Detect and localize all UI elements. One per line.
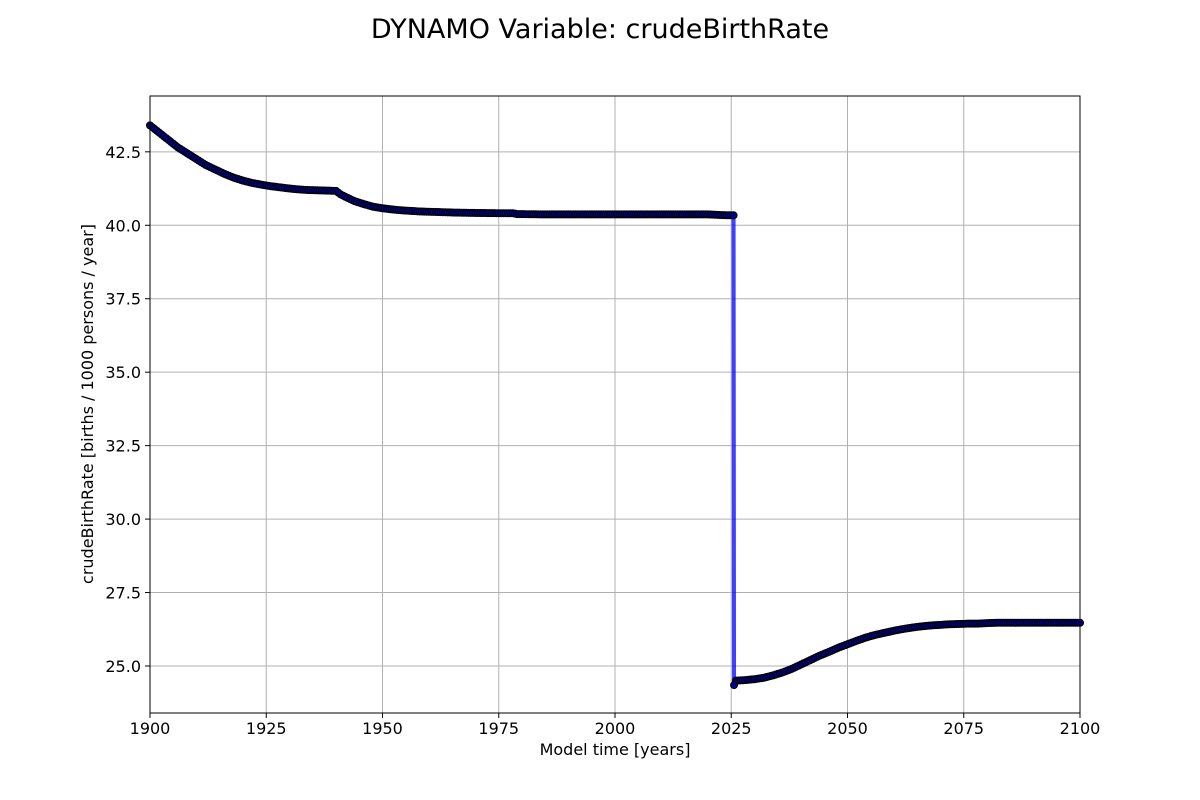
x-tick-label: 1925	[246, 719, 287, 738]
x-tick-label: 2000	[595, 719, 636, 738]
series-marker	[730, 681, 739, 690]
series-group	[146, 121, 1084, 690]
chart-title: DYNAMO Variable: crudeBirthRate	[371, 14, 829, 45]
y-tick-label: 30.0	[105, 510, 141, 529]
x-tick-label: 1950	[362, 719, 403, 738]
y-tick-label: 27.5	[105, 584, 141, 603]
y-tick-label: 42.5	[105, 143, 141, 162]
y-tick-label: 37.5	[105, 290, 141, 309]
x-tick-label: 2075	[943, 719, 984, 738]
y-axis-label: crudeBirthRate [births / 1000 persons / …	[78, 224, 97, 584]
y-tick-label: 25.0	[105, 657, 141, 676]
x-tick-label: 2100	[1060, 719, 1101, 738]
series-marker	[729, 211, 738, 220]
x-tick-label: 1900	[130, 719, 171, 738]
y-tick-label: 35.0	[105, 363, 141, 382]
y-tick-label: 40.0	[105, 216, 141, 235]
grid	[149, 96, 1081, 713]
x-tick-label: 1975	[478, 719, 519, 738]
y-ticks: 25.0 27.5 30.0 32.5 35.0 37.5 40.0 42.5	[105, 143, 150, 676]
x-tick-label: 2050	[827, 719, 868, 738]
y-tick-label: 32.5	[105, 437, 141, 456]
x-ticks: 1900 1925 1950 1975 2000 2025 2050 2075 2100	[130, 713, 1101, 738]
x-tick-label: 2025	[711, 719, 752, 738]
x-axis-label: Model time [years]	[540, 740, 691, 759]
